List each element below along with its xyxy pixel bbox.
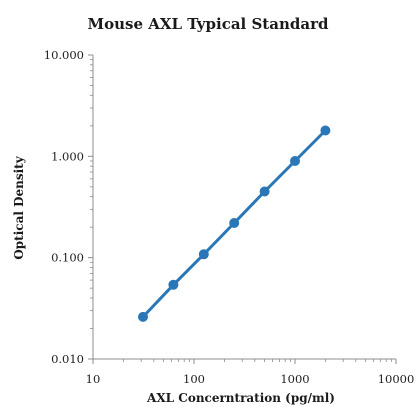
x-axis-ticks: 10 100 1000 10000	[86, 359, 415, 386]
data-point	[259, 186, 270, 197]
chart-title: Mouse AXL Typical Standard	[88, 15, 329, 33]
y-axis-title: Optical Density	[12, 155, 26, 259]
data-point	[198, 249, 209, 260]
y-tick-label: 0.010	[51, 352, 84, 366]
y-tick-label: 0.100	[51, 251, 84, 265]
plot-area	[138, 125, 331, 322]
x-tick-label: 10	[86, 372, 101, 386]
y-tick-label: 10.000	[44, 48, 84, 62]
data-point	[290, 156, 300, 166]
data-point	[168, 279, 179, 290]
x-tick-label: 100	[183, 372, 205, 386]
data-point	[138, 311, 148, 322]
y-axis-ticks: 10.000 1.000 0.100 0.010	[44, 48, 93, 366]
x-tick-label: 1000	[280, 372, 309, 386]
data-point	[320, 125, 331, 136]
x-tick-label: 10000	[378, 372, 415, 386]
y-tick-label: 1.000	[51, 149, 84, 163]
data-point	[229, 218, 240, 228]
x-axis-title: AXL Concerntration (pg/ml)	[146, 391, 335, 405]
